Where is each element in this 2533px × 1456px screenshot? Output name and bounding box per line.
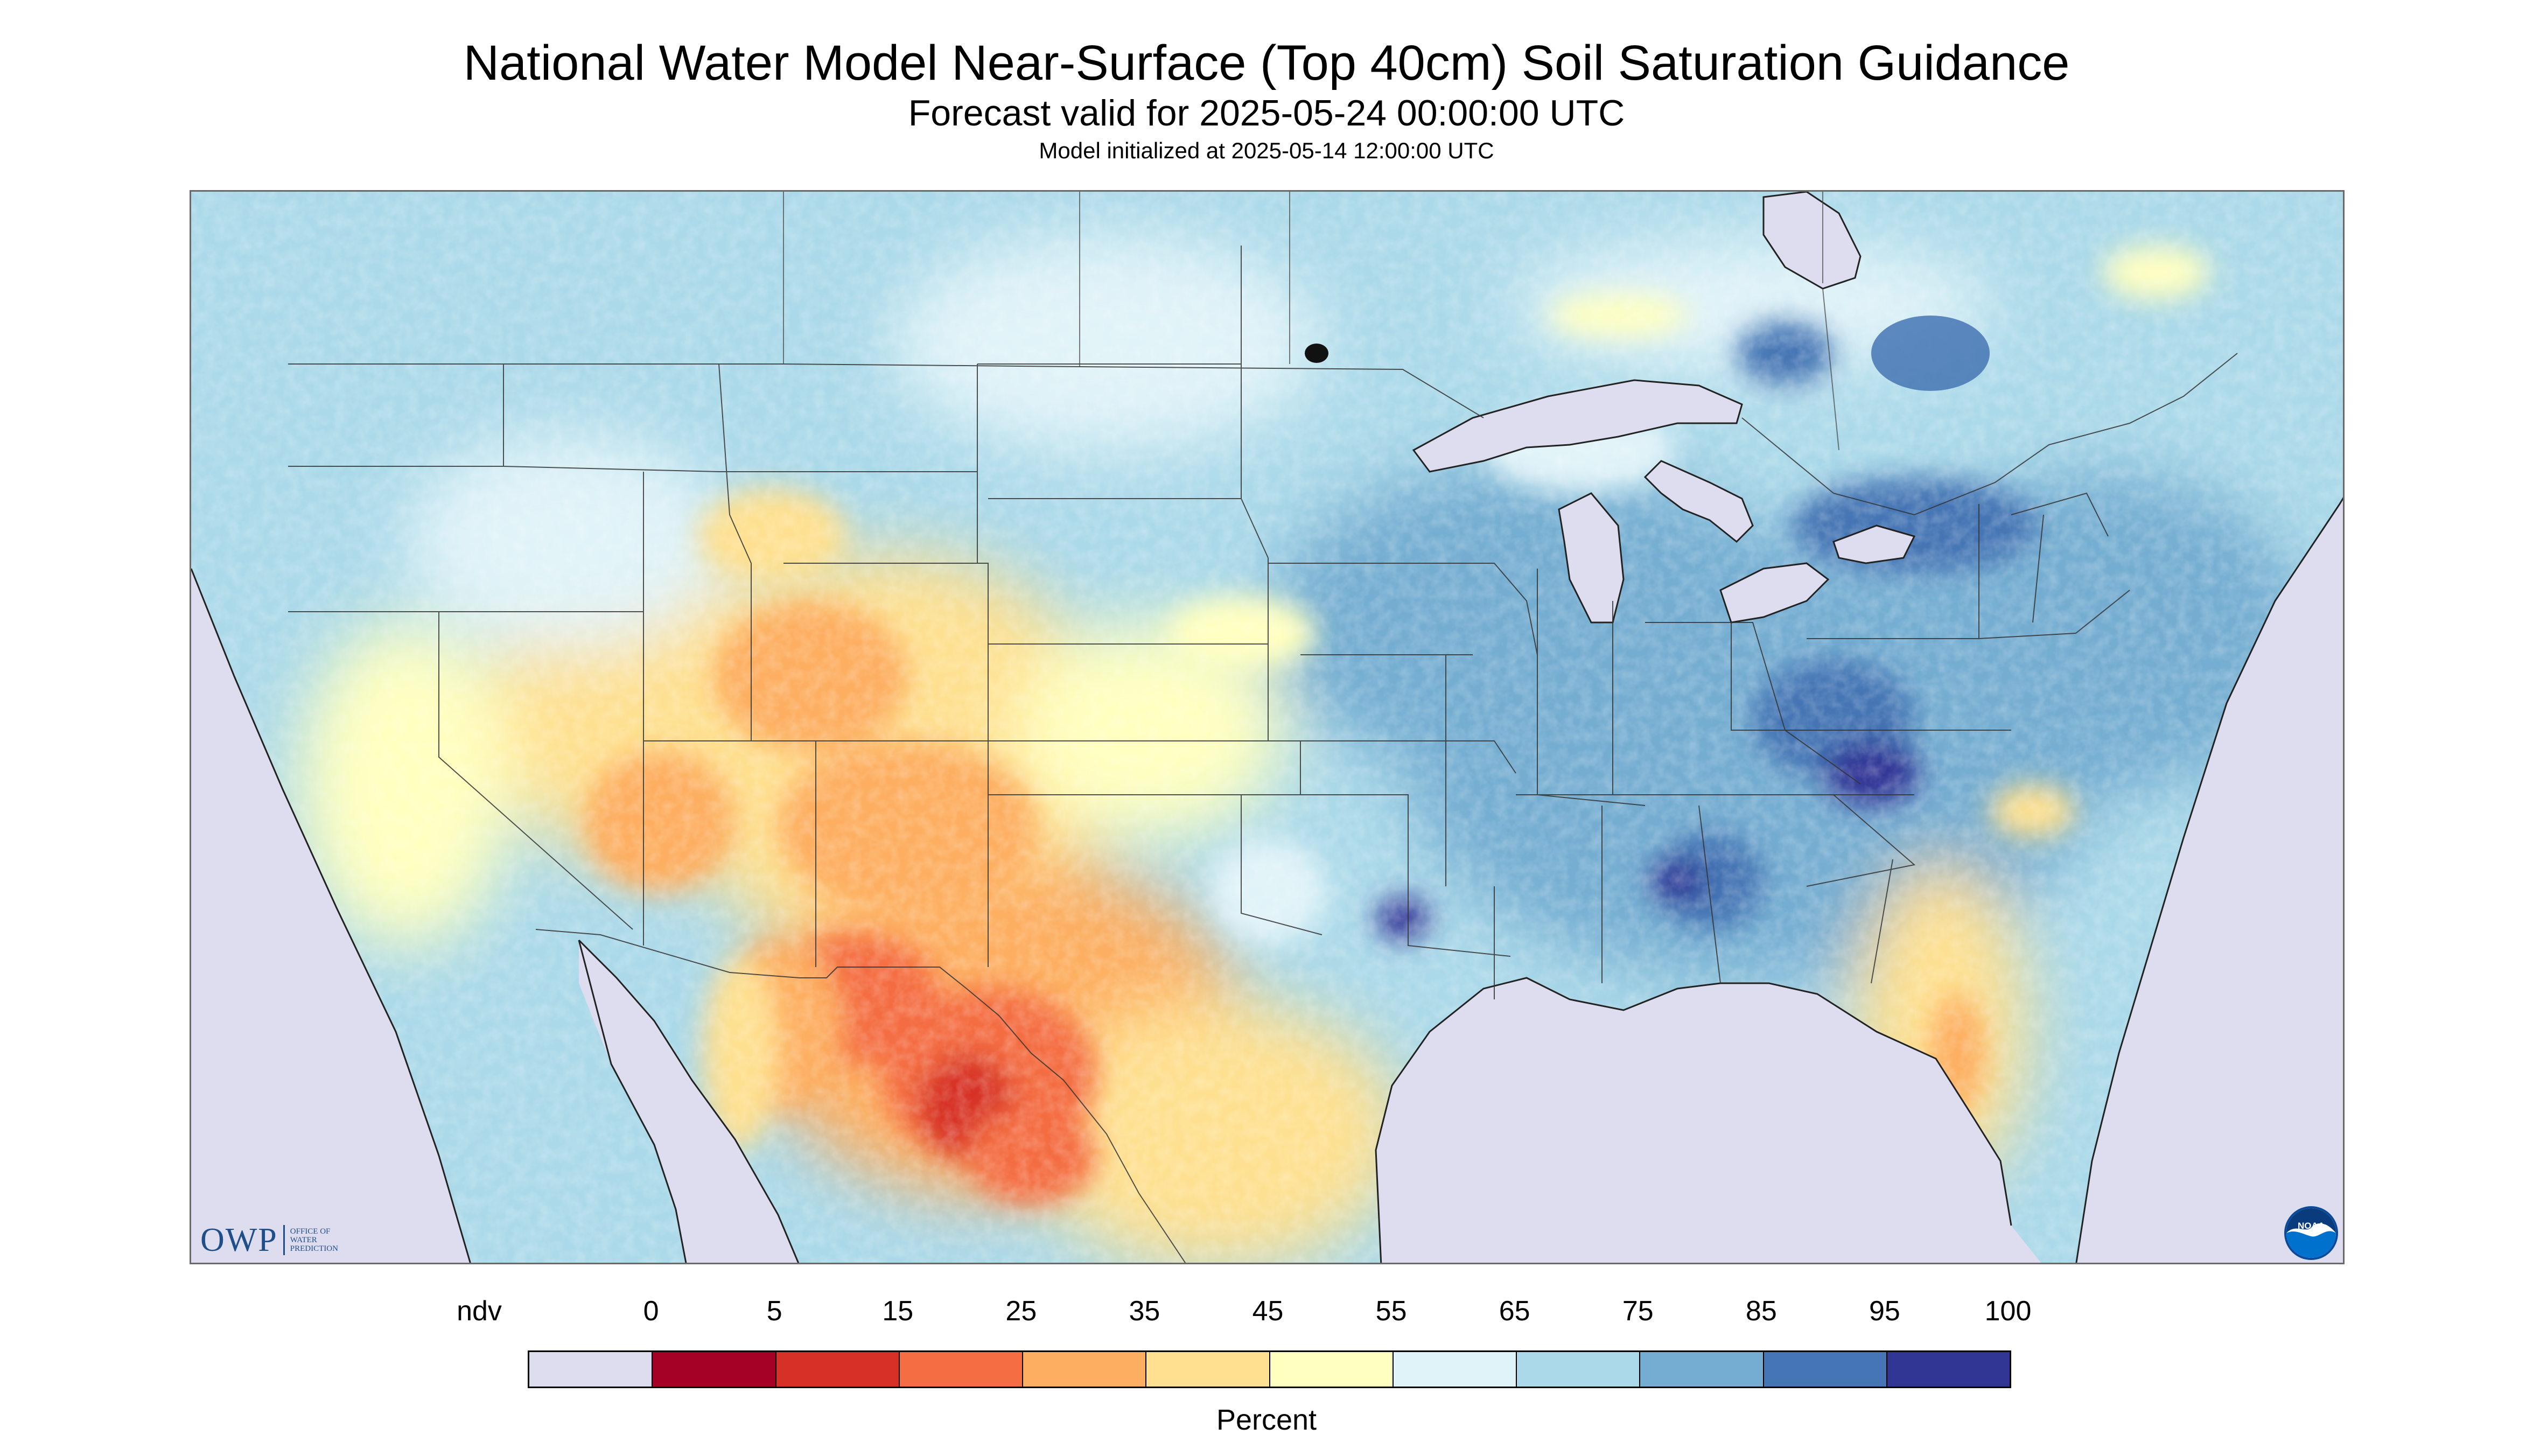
legend-swatch-4 — [1023, 1352, 1147, 1387]
legend-label-15: 15 — [882, 1296, 914, 1327]
legend-swatch-3 — [899, 1352, 1023, 1387]
legend-label-35: 35 — [1129, 1296, 1160, 1327]
legend-swatch-7 — [1393, 1352, 1517, 1387]
legend-label-25: 25 — [1005, 1296, 1037, 1327]
legend-label-75: 75 — [1622, 1296, 1654, 1327]
legend-label-0: 0 — [643, 1296, 659, 1327]
legend-label-45: 45 — [1252, 1296, 1284, 1327]
owp-logo-separator — [283, 1225, 285, 1255]
noaa-logo: NOAA — [2284, 1206, 2338, 1260]
legend-label-65: 65 — [1499, 1296, 1530, 1327]
legend-swatch-2 — [776, 1352, 900, 1387]
legend-label-5: 5 — [766, 1296, 782, 1327]
legend-colorbar — [528, 1350, 2011, 1388]
map-title: National Water Model Near-Surface (Top 4… — [463, 36, 2070, 90]
legend-label-100: 100 — [1984, 1296, 2032, 1327]
legend-swatch-11 — [1887, 1352, 2010, 1387]
noaa-logo-text: NOAA — [2298, 1221, 2325, 1231]
legend-swatch-8 — [1517, 1352, 1641, 1387]
soil-saturation-map[interactable] — [190, 190, 2345, 1264]
forecast-valid-subtitle: Forecast valid for 2025-05-24 00:00:00 U… — [908, 93, 1625, 134]
owp-logo: OWP OFFICE OF WATER PREDICTION — [200, 1221, 349, 1259]
legend-unit-label: Percent — [1216, 1404, 1317, 1436]
legend-label-85: 85 — [1745, 1296, 1777, 1327]
legend-swatch-6 — [1270, 1352, 1394, 1387]
legend-label-ndv: ndv — [457, 1296, 502, 1327]
legend-swatch-5 — [1146, 1352, 1270, 1387]
legend-swatch-9 — [1640, 1352, 1764, 1387]
legend-swatch-1 — [653, 1352, 776, 1387]
owp-logo-mark: OWP — [200, 1221, 278, 1258]
model-init-subtitle: Model initialized at 2025-05-14 12:00:00… — [1039, 138, 1494, 163]
legend-label-55: 55 — [1375, 1296, 1407, 1327]
map-canvas — [191, 192, 2343, 1263]
legend-labels: ndv 0 5 15 25 35 45 55 65 75 85 95 100 — [0, 1295, 2533, 1333]
legend-label-95: 95 — [1869, 1296, 1900, 1327]
legend-swatch-10 — [1764, 1352, 1887, 1387]
owp-logo-text: OFFICE OF WATER PREDICTION — [290, 1227, 338, 1253]
legend-swatch-0 — [529, 1352, 653, 1387]
